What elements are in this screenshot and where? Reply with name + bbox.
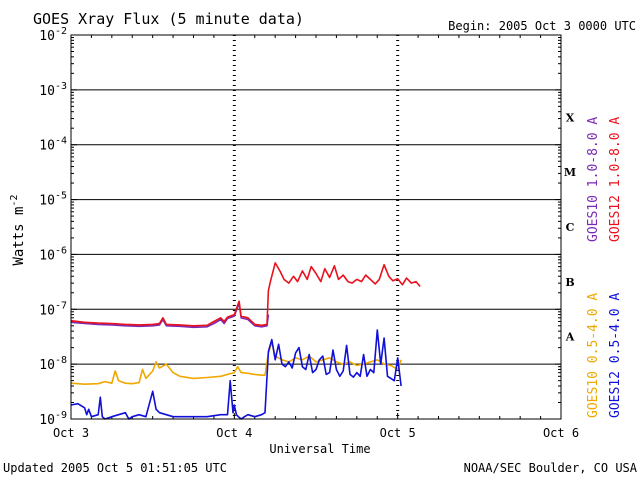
y-tick-label: 10-5 bbox=[39, 191, 67, 209]
y-tick-exponent: -6 bbox=[55, 245, 67, 256]
y-tick-exponent: -8 bbox=[55, 355, 67, 366]
svg-text:Watts m-2: Watts m-2 bbox=[9, 194, 27, 265]
flare-class-c: C bbox=[566, 221, 575, 234]
flare-class-x: X bbox=[566, 111, 575, 124]
flare-class-b: B bbox=[565, 276, 574, 289]
y-tick-exponent: -5 bbox=[55, 191, 67, 202]
begin-label: Begin: 2005 Oct 3 0000 UTC bbox=[448, 19, 636, 33]
y-tick-labels: 10-910-810-710-610-510-410-310-2 bbox=[39, 26, 67, 428]
flare-class-labels: A B C M X bbox=[564, 111, 576, 343]
y-tick-label: 10-9 bbox=[39, 410, 67, 428]
series-line-goes12-0-5-4-0-a bbox=[70, 329, 402, 420]
chart-title: GOES Xray Flux (5 minute data) bbox=[33, 10, 304, 28]
legend-entry: GOES10 1.0-8.0 A bbox=[586, 117, 601, 242]
legend-entry: GOES12 0.5-4.0 A bbox=[608, 293, 623, 418]
flare-class-a: A bbox=[565, 331, 575, 344]
y-tick-label: 10-2 bbox=[39, 26, 67, 44]
y-tick-base: 10 bbox=[39, 303, 55, 318]
y-tick-label: 10-3 bbox=[39, 81, 67, 99]
legend-bottom: GOES10 0.5-4.0 A GOES12 0.5-4.0 A bbox=[586, 293, 623, 418]
legend-entry: GOES12 1.0-8.0 A bbox=[608, 117, 623, 242]
y-axis-label-text: Watts m bbox=[11, 207, 27, 266]
y-tick-label: 10-8 bbox=[39, 355, 67, 373]
x-tick-labels: Oct 3 Oct 4 Oct 5 Oct 6 bbox=[53, 426, 579, 440]
credit-label: NOAA/SEC Boulder, CO USA bbox=[464, 461, 638, 475]
series-line-goes10-1-0-8-0-a bbox=[70, 302, 270, 329]
legend-top: GOES10 1.0-8.0 A GOES12 1.0-8.0 A bbox=[586, 117, 623, 242]
y-tick-exponent: -7 bbox=[55, 300, 67, 311]
y-tick-exponent: -9 bbox=[55, 410, 67, 421]
y-tick-base: 10 bbox=[39, 139, 55, 154]
y-tick-exponent: -2 bbox=[55, 26, 67, 37]
y-tick-base: 10 bbox=[39, 248, 55, 263]
legend-entry: GOES10 0.5-4.0 A bbox=[586, 293, 601, 418]
y-tick-base: 10 bbox=[39, 358, 55, 373]
flare-class-m: M bbox=[564, 166, 576, 179]
plot-frame bbox=[70, 34, 562, 420]
updated-timestamp: Updated 2005 Oct 5 01:51:05 UTC bbox=[3, 461, 227, 475]
y-tick-base: 10 bbox=[39, 84, 55, 99]
x-tick-label: Oct 5 bbox=[380, 426, 416, 440]
y-tick-label: 10-4 bbox=[39, 136, 67, 154]
legend-text: GOES10 0.5-4.0 A GOES12 0.5-4.0 A bbox=[586, 293, 623, 418]
series-line-goes10-0-5-4-0-a bbox=[70, 341, 402, 386]
y-tick-base: 10 bbox=[39, 29, 55, 44]
y-tick-label: 10-6 bbox=[39, 245, 67, 263]
y-tick-exponent: -4 bbox=[55, 136, 67, 147]
y-axis-label-exponent: -2 bbox=[9, 194, 20, 206]
x-tick-label: Oct 6 bbox=[543, 426, 579, 440]
gridlines bbox=[71, 35, 561, 419]
legend-text: GOES10 1.0-8.0 A GOES12 1.0-8.0 A bbox=[586, 117, 623, 242]
y-tick-base: 10 bbox=[39, 194, 55, 209]
y-tick-exponent: -3 bbox=[55, 81, 67, 92]
y-tick-label: 10-7 bbox=[39, 300, 67, 318]
series-lines bbox=[70, 262, 421, 420]
x-tick-label: Oct 4 bbox=[216, 426, 252, 440]
series-line-goes12-1-0-8-0-a bbox=[70, 262, 421, 327]
y-axis-label: Watts m-2 bbox=[9, 194, 27, 265]
x-tick-label: Oct 3 bbox=[53, 426, 89, 440]
x-axis-label: Universal Time bbox=[269, 442, 370, 456]
y-tick-base: 10 bbox=[39, 413, 55, 428]
